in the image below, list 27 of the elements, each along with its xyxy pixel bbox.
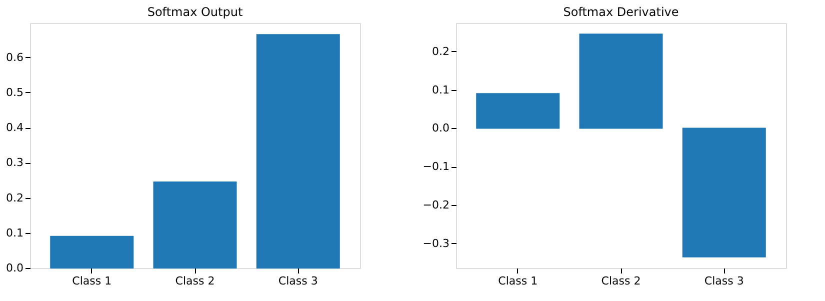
x-tick-label: Class 1 <box>498 274 538 288</box>
y-tick-label: 0.1 <box>432 83 450 96</box>
x-tick-label: Class 1 <box>72 274 112 288</box>
y-tick-label: 0.4 <box>6 121 24 134</box>
y-tick-label: −0.2 <box>422 198 450 212</box>
y-tick-label: 0.0 <box>432 122 450 135</box>
y-tick-label: 0.5 <box>6 86 24 99</box>
x-tick-label: Class 2 <box>601 274 641 288</box>
y-tick-label: 0.2 <box>432 44 450 58</box>
y-tick-label: 0.2 <box>6 191 24 204</box>
x-tick-label: Class 3 <box>704 274 744 288</box>
bar <box>682 128 766 258</box>
chart-title: Softmax Output <box>147 5 243 19</box>
y-tick-label: 0.3 <box>6 156 24 170</box>
y-tick-label: 0.0 <box>6 262 24 274</box>
x-tick-label: Class 3 <box>278 274 318 288</box>
bar <box>476 93 560 129</box>
y-tick-label: 0.6 <box>6 50 24 64</box>
y-tick-label: 0.1 <box>6 226 24 240</box>
x-tick-label: Class 2 <box>175 274 215 288</box>
bar <box>256 34 340 268</box>
chart-title: Softmax Derivative <box>563 5 679 19</box>
y-tick-label: −0.3 <box>422 236 450 250</box>
bar <box>579 34 663 129</box>
bar <box>153 182 237 268</box>
bar <box>50 236 134 268</box>
y-tick-label: −0.1 <box>422 160 450 174</box>
